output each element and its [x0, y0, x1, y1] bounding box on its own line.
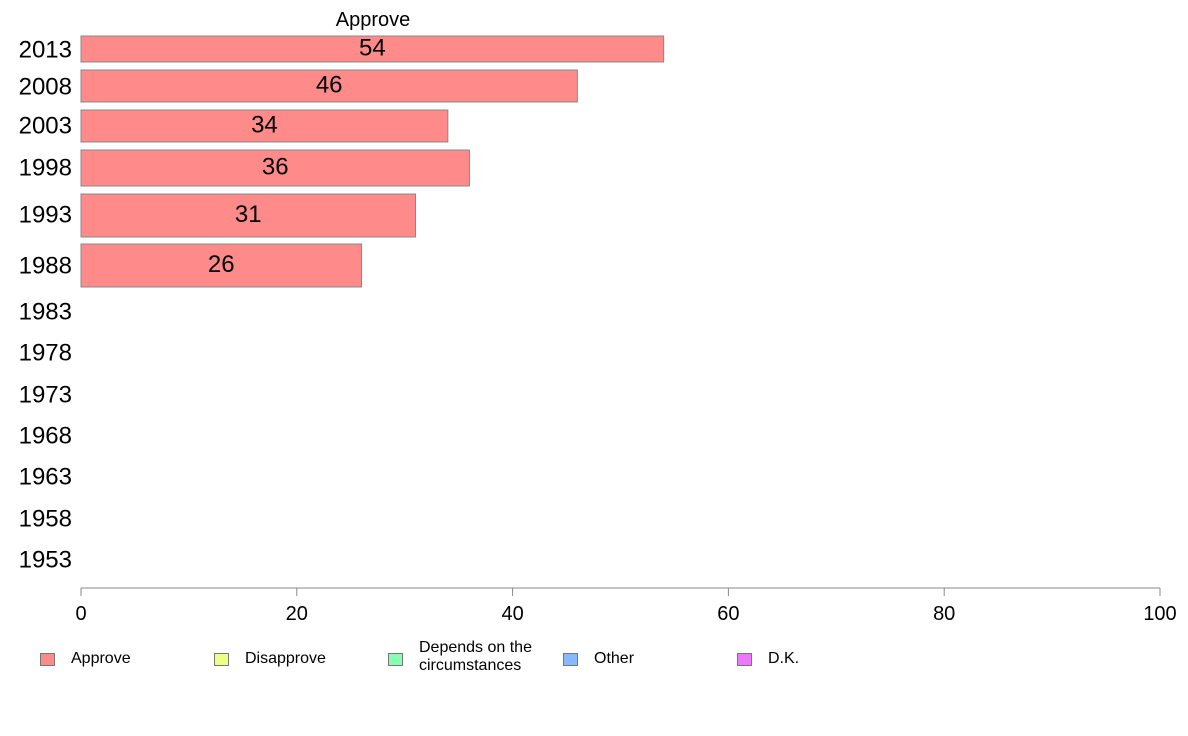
bar-2008 — [80, 69, 578, 103]
legend-item-disapprove: Disapprove — [214, 650, 395, 668]
bar-value-label-1988: 26 — [208, 251, 235, 278]
bar-value-label-1993: 31 — [235, 201, 262, 228]
legend-item-depends: Depends on the circumstances — [388, 639, 569, 675]
x-tick-label-100: 100 — [1143, 603, 1176, 625]
legend-item-approve: Approve — [40, 650, 221, 668]
bar-1988 — [80, 243, 363, 288]
bar-value-label-2008: 46 — [316, 71, 343, 98]
y-tick-label-2003: 2003 — [19, 112, 72, 139]
x-tick-label-40: 40 — [501, 603, 523, 625]
x-tick-label-60: 60 — [717, 603, 739, 625]
legend-item-other: Other — [563, 650, 744, 668]
y-tick-label-1978: 1978 — [19, 339, 72, 366]
x-tick-label-80: 80 — [933, 603, 955, 625]
legend-swatch-dk — [737, 653, 752, 666]
y-tick-label-1963: 1963 — [19, 463, 72, 490]
y-tick-label-2013: 2013 — [19, 36, 72, 63]
y-tick-label-1968: 1968 — [19, 422, 72, 449]
legend-label-depends: Depends on the circumstances — [419, 639, 532, 674]
x-tick-label-20: 20 — [286, 603, 308, 625]
bar-1993 — [80, 193, 416, 238]
legend-swatch-approve — [40, 653, 55, 666]
legend-swatch-disapprove — [214, 653, 229, 666]
bar-1998 — [80, 149, 470, 187]
y-tick-label-1958: 1958 — [19, 505, 72, 532]
bar-value-label-1998: 36 — [262, 153, 289, 180]
legend-item-dk: D.K. — [737, 650, 918, 668]
chart-title: Approve — [336, 9, 411, 31]
bar-value-label-2013: 54 — [359, 34, 386, 61]
legend-swatch-other — [563, 653, 578, 666]
legend: Approve Disapprove Depends on the circum… — [0, 636, 1188, 686]
y-axis-labels: 2013 2008 2003 1998 1993 1988 1983 1978 1973 1968… — [19, 36, 72, 573]
legend-swatch-depends — [388, 653, 403, 666]
x-tick-label-0: 0 — [75, 603, 86, 625]
y-tick-label-1953: 1953 — [19, 546, 72, 573]
y-tick-label-2008: 2008 — [19, 73, 72, 100]
bar-value-label-2003: 34 — [251, 111, 278, 138]
bar-2003 — [80, 109, 449, 143]
y-tick-label-1993: 1993 — [19, 201, 72, 228]
legend-label-disapprove: Disapprove — [245, 650, 326, 667]
legend-label-dk: D.K. — [768, 650, 800, 667]
y-tick-label-1983: 1983 — [19, 298, 72, 325]
x-axis-ticks: 0 20 40 60 80 100 — [75, 588, 1177, 625]
legend-label-approve: Approve — [71, 650, 131, 667]
y-tick-label-1988: 1988 — [19, 252, 72, 279]
y-tick-label-1998: 1998 — [19, 154, 72, 181]
y-tick-label-1973: 1973 — [19, 381, 72, 408]
bar-2013 — [80, 35, 665, 63]
legend-label-other: Other — [594, 650, 635, 667]
